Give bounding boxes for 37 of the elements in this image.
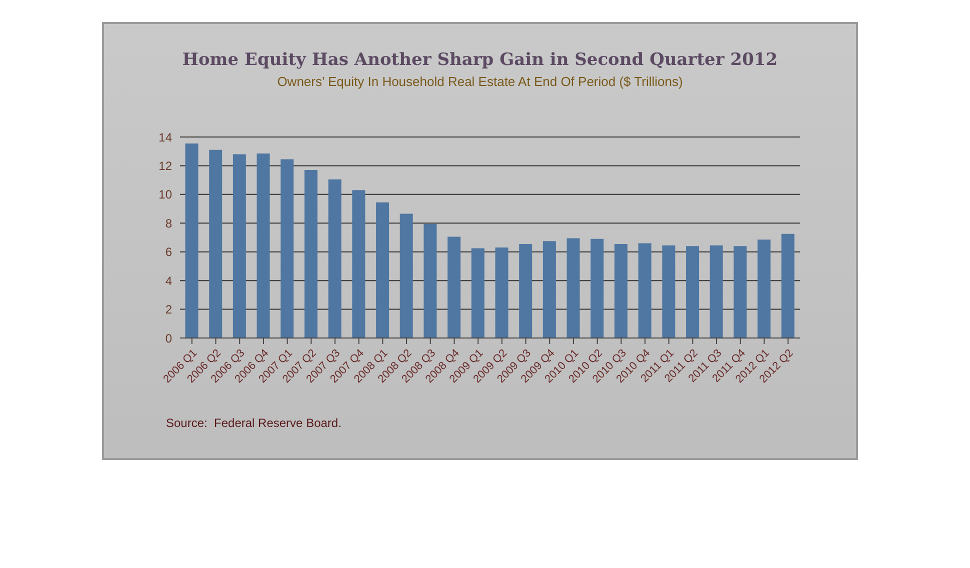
bar bbox=[662, 245, 676, 338]
bar bbox=[256, 154, 270, 338]
bar bbox=[590, 238, 604, 338]
bar bbox=[686, 246, 700, 338]
bar bbox=[280, 159, 294, 338]
bar bbox=[781, 234, 794, 338]
chart-subtitle: Owners’ Equity In Household Real Estate At End Of Period ($ Trillions) bbox=[276, 74, 684, 89]
bar bbox=[376, 202, 390, 338]
bar bbox=[734, 246, 747, 338]
bar bbox=[448, 236, 461, 338]
bar bbox=[400, 214, 413, 338]
bar bbox=[542, 241, 556, 338]
y-tick-label: 2 bbox=[165, 302, 172, 317]
bar bbox=[566, 238, 580, 338]
bar bbox=[232, 154, 246, 338]
y-tick-label: 8 bbox=[165, 216, 172, 230]
bar bbox=[185, 143, 198, 338]
bar bbox=[328, 179, 342, 338]
source-note: Source: Federal Reserve Board. bbox=[166, 416, 342, 430]
bar bbox=[638, 243, 652, 338]
y-tick-label: 12 bbox=[158, 158, 172, 173]
y-tick-label: 6 bbox=[165, 245, 172, 260]
bar bbox=[471, 248, 484, 338]
bar bbox=[710, 245, 723, 338]
chart-title: Home Equity Has Another Sharp Gain in Second Quarter 2012 bbox=[181, 50, 779, 70]
bar bbox=[304, 170, 318, 338]
bar bbox=[209, 150, 222, 338]
bar bbox=[758, 240, 771, 338]
bar bbox=[424, 224, 437, 338]
bar bbox=[495, 248, 508, 338]
bar bbox=[352, 190, 366, 338]
bar bbox=[519, 244, 532, 338]
y-tick-label: 0 bbox=[165, 331, 172, 346]
y-tick-label: 10 bbox=[158, 188, 172, 202]
bar bbox=[614, 244, 628, 338]
y-tick-label: 4 bbox=[165, 274, 172, 288]
y-tick-label: 14 bbox=[158, 130, 172, 144]
